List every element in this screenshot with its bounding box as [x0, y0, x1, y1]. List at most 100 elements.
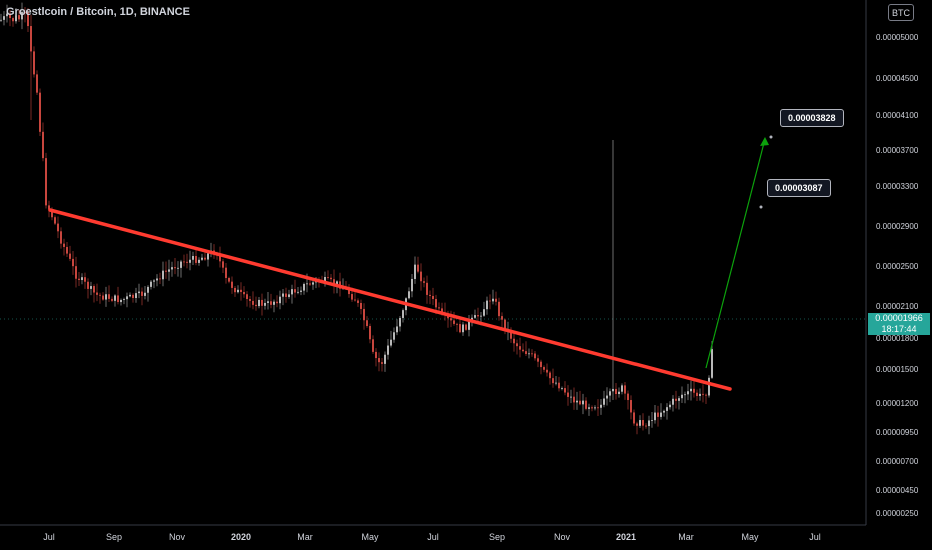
- candle-body: [48, 205, 50, 210]
- candle-body: [372, 339, 374, 352]
- y-tick-label: 0.00000700: [876, 457, 919, 466]
- candle-body: [615, 388, 617, 395]
- candle-body: [195, 256, 197, 263]
- candle-body: [363, 308, 365, 321]
- candle-body: [438, 307, 440, 309]
- projection-arrow-line: [705, 138, 766, 369]
- candle-body: [684, 394, 686, 396]
- candle-body: [360, 302, 362, 309]
- x-tick-label: Jul: [809, 532, 821, 542]
- candle-body: [225, 267, 227, 279]
- candle-body: [243, 292, 245, 295]
- candle-body: [594, 407, 596, 409]
- candle-body: [597, 407, 599, 409]
- candle-body: [192, 256, 194, 260]
- candle-body: [234, 287, 236, 293]
- candle-body: [147, 286, 149, 293]
- candle-body: [267, 301, 269, 303]
- candle-body: [282, 293, 284, 297]
- candle-body: [312, 282, 314, 285]
- candle-body: [6, 13, 8, 17]
- candle-body: [309, 283, 311, 285]
- candle-body: [492, 298, 494, 302]
- candle-body: [573, 396, 575, 403]
- candle-body: [288, 294, 290, 297]
- candle-body: [249, 299, 251, 301]
- candle-body: [159, 278, 161, 280]
- bar-countdown: 18:17:44: [881, 324, 917, 334]
- candle-body: [156, 278, 158, 281]
- candle-body: [606, 395, 608, 399]
- candle-body: [696, 392, 698, 396]
- candle-body: [99, 294, 101, 296]
- y-tick-label: 0.00004500: [876, 74, 919, 83]
- candle-body: [516, 343, 518, 347]
- candle-body: [681, 394, 683, 399]
- candle-body: [390, 339, 392, 346]
- candle-body: [174, 267, 176, 269]
- y-tick-label: 0.00001800: [876, 334, 919, 343]
- candle-body: [120, 299, 122, 303]
- candle-body: [177, 267, 179, 269]
- candle-body: [555, 382, 557, 384]
- candle-body: [462, 324, 464, 333]
- candle-body: [477, 315, 479, 317]
- candle-body: [576, 400, 578, 403]
- candle-body: [30, 26, 32, 52]
- target-price-label-high[interactable]: 0.00003828: [780, 109, 844, 127]
- candle-body: [45, 158, 47, 206]
- candle-body: [36, 74, 38, 93]
- candle-body: [114, 295, 116, 301]
- candle-body: [453, 320, 455, 324]
- y-tick-label: 0.00002900: [876, 222, 919, 231]
- candle-body: [51, 209, 53, 218]
- candle-body: [123, 299, 125, 300]
- candle-body: [621, 385, 623, 392]
- candle-body: [276, 301, 278, 304]
- candle-body: [624, 385, 626, 394]
- target-price-label-mid[interactable]: 0.00003087: [767, 179, 831, 197]
- candle-body: [672, 398, 674, 405]
- currency-button[interactable]: BTC: [888, 4, 914, 21]
- candle-body: [15, 15, 17, 22]
- candle-body: [693, 388, 695, 393]
- y-tick-label: 0.00002100: [876, 302, 919, 311]
- candle-body: [630, 400, 632, 413]
- candle-body: [111, 298, 113, 301]
- callout-anchor-mid: [759, 205, 763, 209]
- x-tick-label: Nov: [554, 532, 571, 542]
- chart-title: Groestlcoin / Bitcoin, 1D, BINANCE: [6, 6, 190, 18]
- x-tick-label: Mar: [297, 532, 313, 542]
- candle-body: [300, 290, 302, 292]
- candle-body: [657, 412, 659, 417]
- candle-body: [552, 378, 554, 384]
- candle-body: [66, 246, 68, 254]
- y-tick-label: 0.00001500: [876, 365, 919, 374]
- x-tick-label: Jul: [427, 532, 439, 542]
- candle-body: [183, 261, 185, 263]
- candle-body: [396, 326, 398, 333]
- candle-body: [435, 299, 437, 308]
- candle-body: [513, 338, 515, 344]
- candle-body: [18, 15, 20, 20]
- candle-body: [33, 51, 35, 75]
- candle-body: [648, 420, 650, 427]
- candle-body: [3, 16, 5, 20]
- candle-body: [414, 264, 416, 279]
- candle-body: [189, 259, 191, 263]
- candle-body: [423, 281, 425, 283]
- candle-body: [687, 391, 689, 395]
- candle-body: [459, 324, 461, 333]
- candle-body: [663, 410, 665, 413]
- candle-body: [378, 358, 380, 363]
- candle-body: [63, 243, 65, 247]
- candle-body: [399, 317, 401, 327]
- candle-body: [645, 425, 647, 427]
- candle-body: [660, 412, 662, 417]
- candle-body: [432, 295, 434, 300]
- candle-body: [141, 291, 143, 296]
- candle-body: [117, 295, 119, 303]
- candle-body: [246, 294, 248, 300]
- candle-body: [570, 396, 572, 398]
